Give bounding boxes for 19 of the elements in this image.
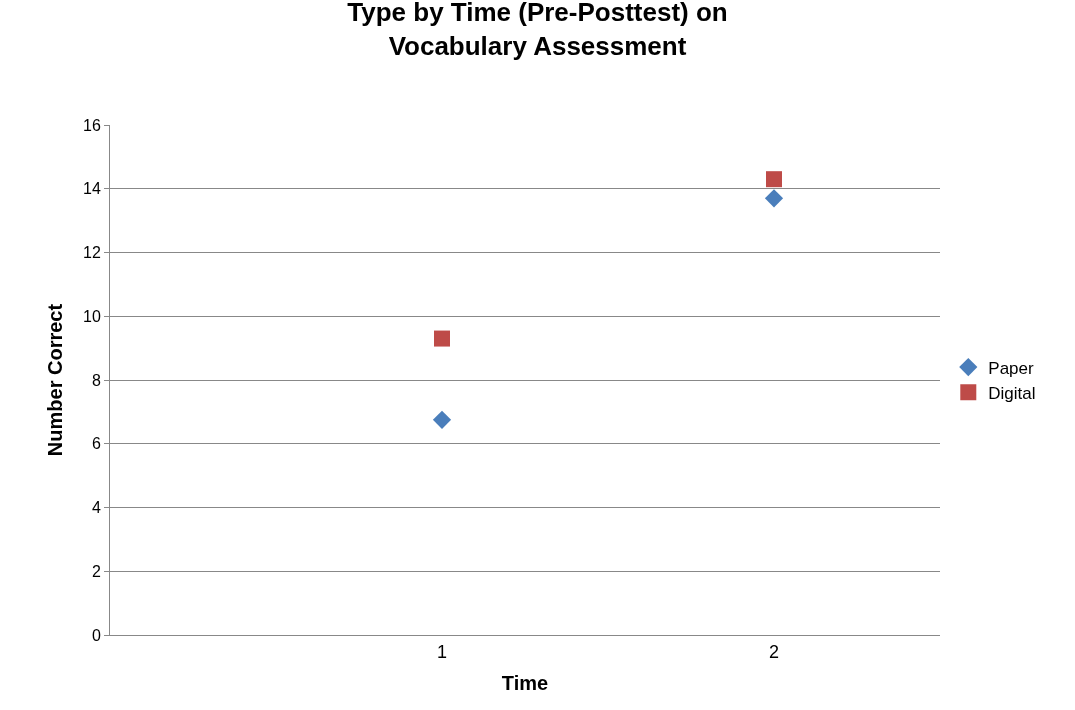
chart-title: Type by Time (Pre-Posttest) on Vocabulary Assessment [347,0,728,62]
y-tick-label: 0 [91,626,101,644]
point [764,189,784,208]
y-tick-label: 14 [83,180,101,198]
y-tick-label: 10 [83,307,101,325]
y-tick-label: 16 [83,116,101,134]
legend-label: Digital [988,383,1036,403]
y-tick-label: 4 [91,499,101,517]
legend-label: Paper [988,358,1034,378]
y-tick-label: 12 [83,244,101,262]
y-tick-label: 6 [91,435,101,453]
x-axis-title: Time [501,672,549,695]
point [432,410,452,429]
point [766,171,782,188]
x-tick-label: 1 [436,641,448,662]
point [434,330,450,347]
y-tick-label: 8 [91,371,101,389]
y-axis-title: Number Correct [43,303,66,457]
y-tick-label: 2 [91,562,101,580]
